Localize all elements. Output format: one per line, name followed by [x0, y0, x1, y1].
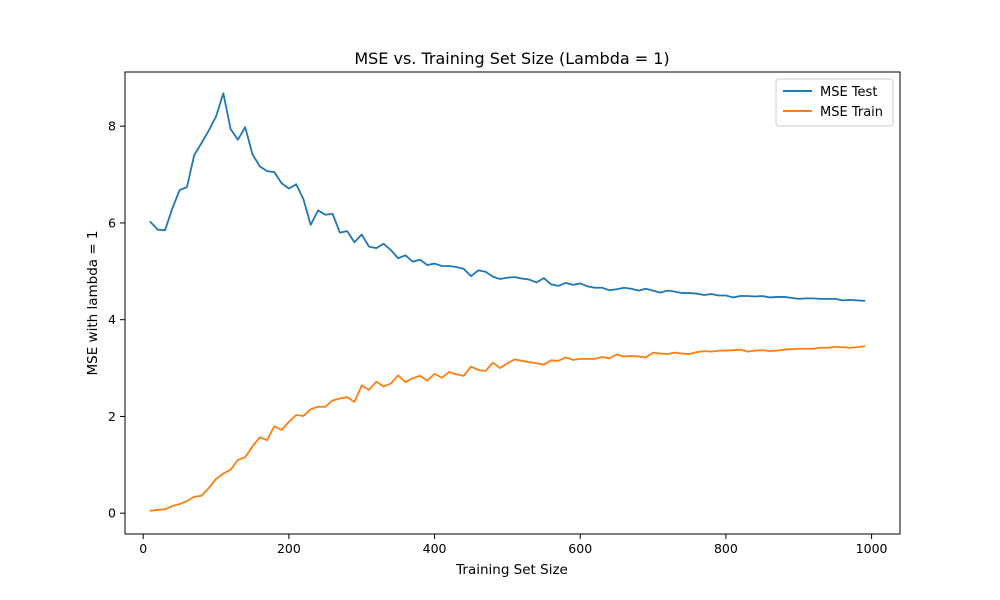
- x-tick-label: 1000: [856, 541, 888, 556]
- legend-label-mse-test: MSE Test: [820, 85, 877, 100]
- y-tick-label: 8: [108, 119, 116, 134]
- y-tick-label: 4: [108, 312, 116, 327]
- x-tick-label: 200: [277, 541, 301, 556]
- x-tick-label: 0: [139, 541, 147, 556]
- x-tick-label: 600: [568, 541, 592, 556]
- x-axis-label: Training Set Size: [455, 562, 568, 578]
- y-axis-label: MSE with lambda = 1: [85, 230, 101, 375]
- y-tick-label: 6: [108, 215, 116, 230]
- plot-frame: [124, 71, 901, 535]
- series-line-mse-train: [149, 345, 866, 512]
- plot-area: 0 200 400 600 800 1000 0 2 4 6 8: [108, 92, 888, 556]
- y-tick-label: 0: [108, 506, 116, 521]
- legend-label-mse-train: MSE Train: [820, 105, 883, 120]
- legend: MSE Test MSE Train: [775, 78, 894, 127]
- chart-title: MSE vs. Training Set Size (Lambda = 1): [354, 49, 669, 68]
- y-tick-label: 2: [108, 409, 116, 424]
- x-tick-label: 400: [423, 541, 447, 556]
- x-tick-label: 800: [714, 541, 738, 556]
- series-line-mse-test: [149, 92, 866, 302]
